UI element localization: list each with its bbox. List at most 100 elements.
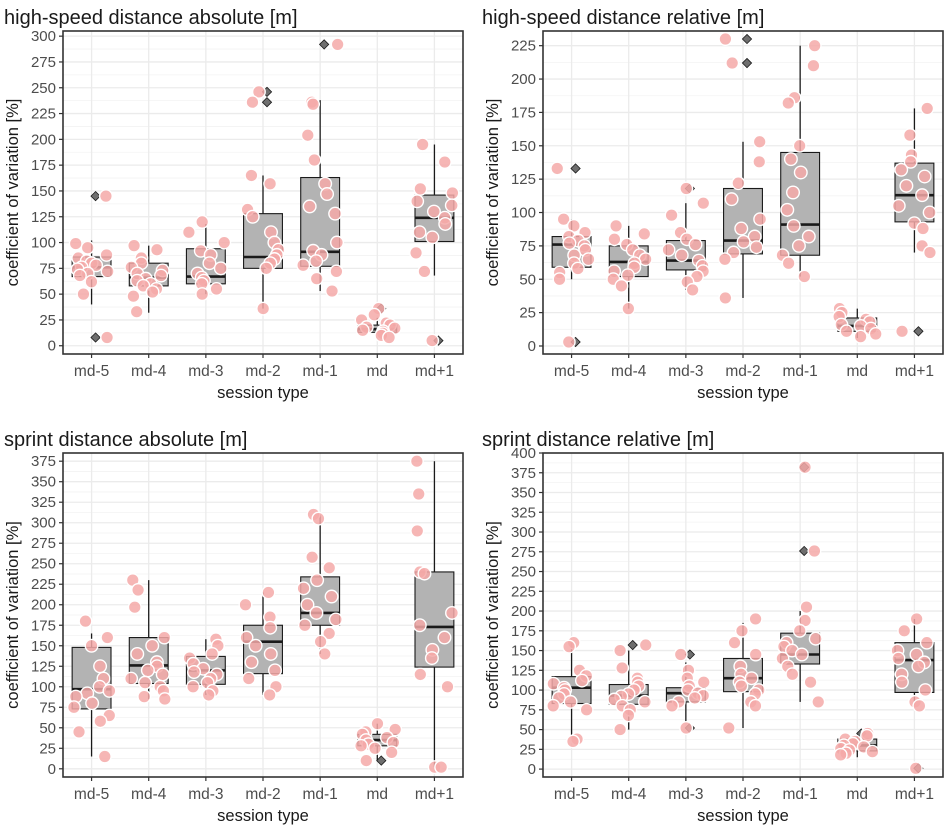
x-tick-label: md-3 (188, 363, 223, 380)
data-point (752, 154, 767, 169)
x-tick-label: md+1 (895, 363, 934, 380)
y-tick-label: 375 (511, 465, 536, 482)
data-point (322, 560, 337, 575)
y-tick-label: 150 (31, 183, 56, 200)
x-tick-label: md-4 (611, 363, 647, 380)
chart-title: high-speed distance relative [m] (482, 7, 764, 29)
data-point (102, 683, 117, 698)
data-point (97, 749, 112, 764)
data-point (84, 274, 99, 289)
data-point (894, 675, 909, 690)
y-tick-label: 325 (31, 494, 56, 511)
x-tick-label: md-5 (74, 363, 109, 380)
data-point (919, 635, 934, 650)
data-point (734, 679, 749, 694)
x-tick-label: md-2 (245, 786, 280, 803)
data-point (100, 330, 115, 345)
data-point (305, 550, 320, 565)
data-point (792, 623, 807, 638)
data-point (803, 675, 818, 690)
data-point (894, 162, 909, 177)
y-tick-label: 125 (511, 171, 536, 188)
data-point (129, 304, 144, 319)
data-point (413, 667, 428, 682)
data-point (565, 734, 580, 749)
data-point (748, 611, 763, 626)
data-point (783, 152, 798, 167)
data-point (724, 192, 739, 207)
data-point (807, 543, 822, 558)
data-point (781, 96, 796, 111)
y-tick-label: 175 (31, 157, 56, 174)
outlier-point (913, 326, 924, 337)
y-tick-label: 375 (31, 453, 56, 470)
data-point (620, 268, 635, 283)
y-tick-label: 100 (511, 205, 536, 222)
data-point (792, 138, 807, 153)
y-tick-label: 400 (511, 445, 536, 462)
data-point (328, 612, 343, 627)
data-point (149, 242, 164, 257)
x-axis-label: session type (697, 384, 789, 402)
data-point (359, 753, 374, 768)
data-point (239, 630, 254, 645)
data-point (661, 242, 676, 257)
y-tick-label: 250 (511, 564, 536, 581)
data-point (325, 284, 340, 299)
data-point (891, 198, 906, 213)
y-tick-label: 325 (511, 504, 536, 521)
data-point (259, 261, 274, 276)
data-point (903, 154, 918, 169)
x-tick-label: md (847, 786, 869, 803)
data-point (696, 196, 711, 211)
y-tick-label: 175 (511, 104, 536, 121)
data-point (687, 690, 702, 705)
data-point (263, 176, 278, 191)
x-axis-label: session type (697, 807, 789, 825)
data-point (736, 234, 751, 249)
y-tick-label: 225 (511, 583, 536, 600)
data-point (324, 589, 339, 604)
y-tick-label: 50 (39, 720, 56, 737)
y-tick-label: 275 (511, 544, 536, 561)
data-point (679, 721, 694, 736)
data-point (727, 635, 742, 650)
data-point (313, 634, 328, 649)
data-point (561, 334, 576, 349)
data-point (100, 264, 115, 279)
data-point (786, 185, 801, 200)
y-tick-label: 350 (511, 485, 536, 502)
y-tick-label: 200 (31, 131, 56, 148)
data-point (562, 639, 577, 654)
y-tick-label: 250 (31, 80, 56, 97)
y-tick-label: 25 (39, 312, 56, 329)
data-point (262, 687, 277, 702)
y-tick-label: 300 (31, 28, 56, 45)
y-tick-label: 150 (31, 638, 56, 655)
data-point (679, 181, 694, 196)
data-point (797, 269, 812, 284)
x-tick-label: md-1 (782, 786, 817, 803)
data-point (717, 252, 732, 267)
data-point (296, 581, 311, 596)
x-tick-label: md (367, 363, 389, 380)
x-tick-label: md-2 (725, 786, 760, 803)
data-point (329, 264, 344, 279)
data-point (388, 722, 403, 737)
y-tick-label: 0 (48, 761, 56, 778)
data-point (780, 202, 795, 217)
data-point (411, 487, 426, 502)
data-point (66, 700, 81, 715)
data-point (256, 301, 271, 316)
data-point (245, 209, 260, 224)
data-point (685, 282, 700, 297)
data-point (415, 137, 430, 152)
x-tick-label: md+1 (415, 786, 454, 803)
data-point (124, 671, 139, 686)
data-point (793, 165, 808, 180)
data-point (753, 212, 768, 227)
data-point (328, 206, 343, 221)
x-tick-label: md-4 (131, 786, 167, 803)
data-point (309, 271, 324, 286)
data-point (801, 229, 816, 244)
